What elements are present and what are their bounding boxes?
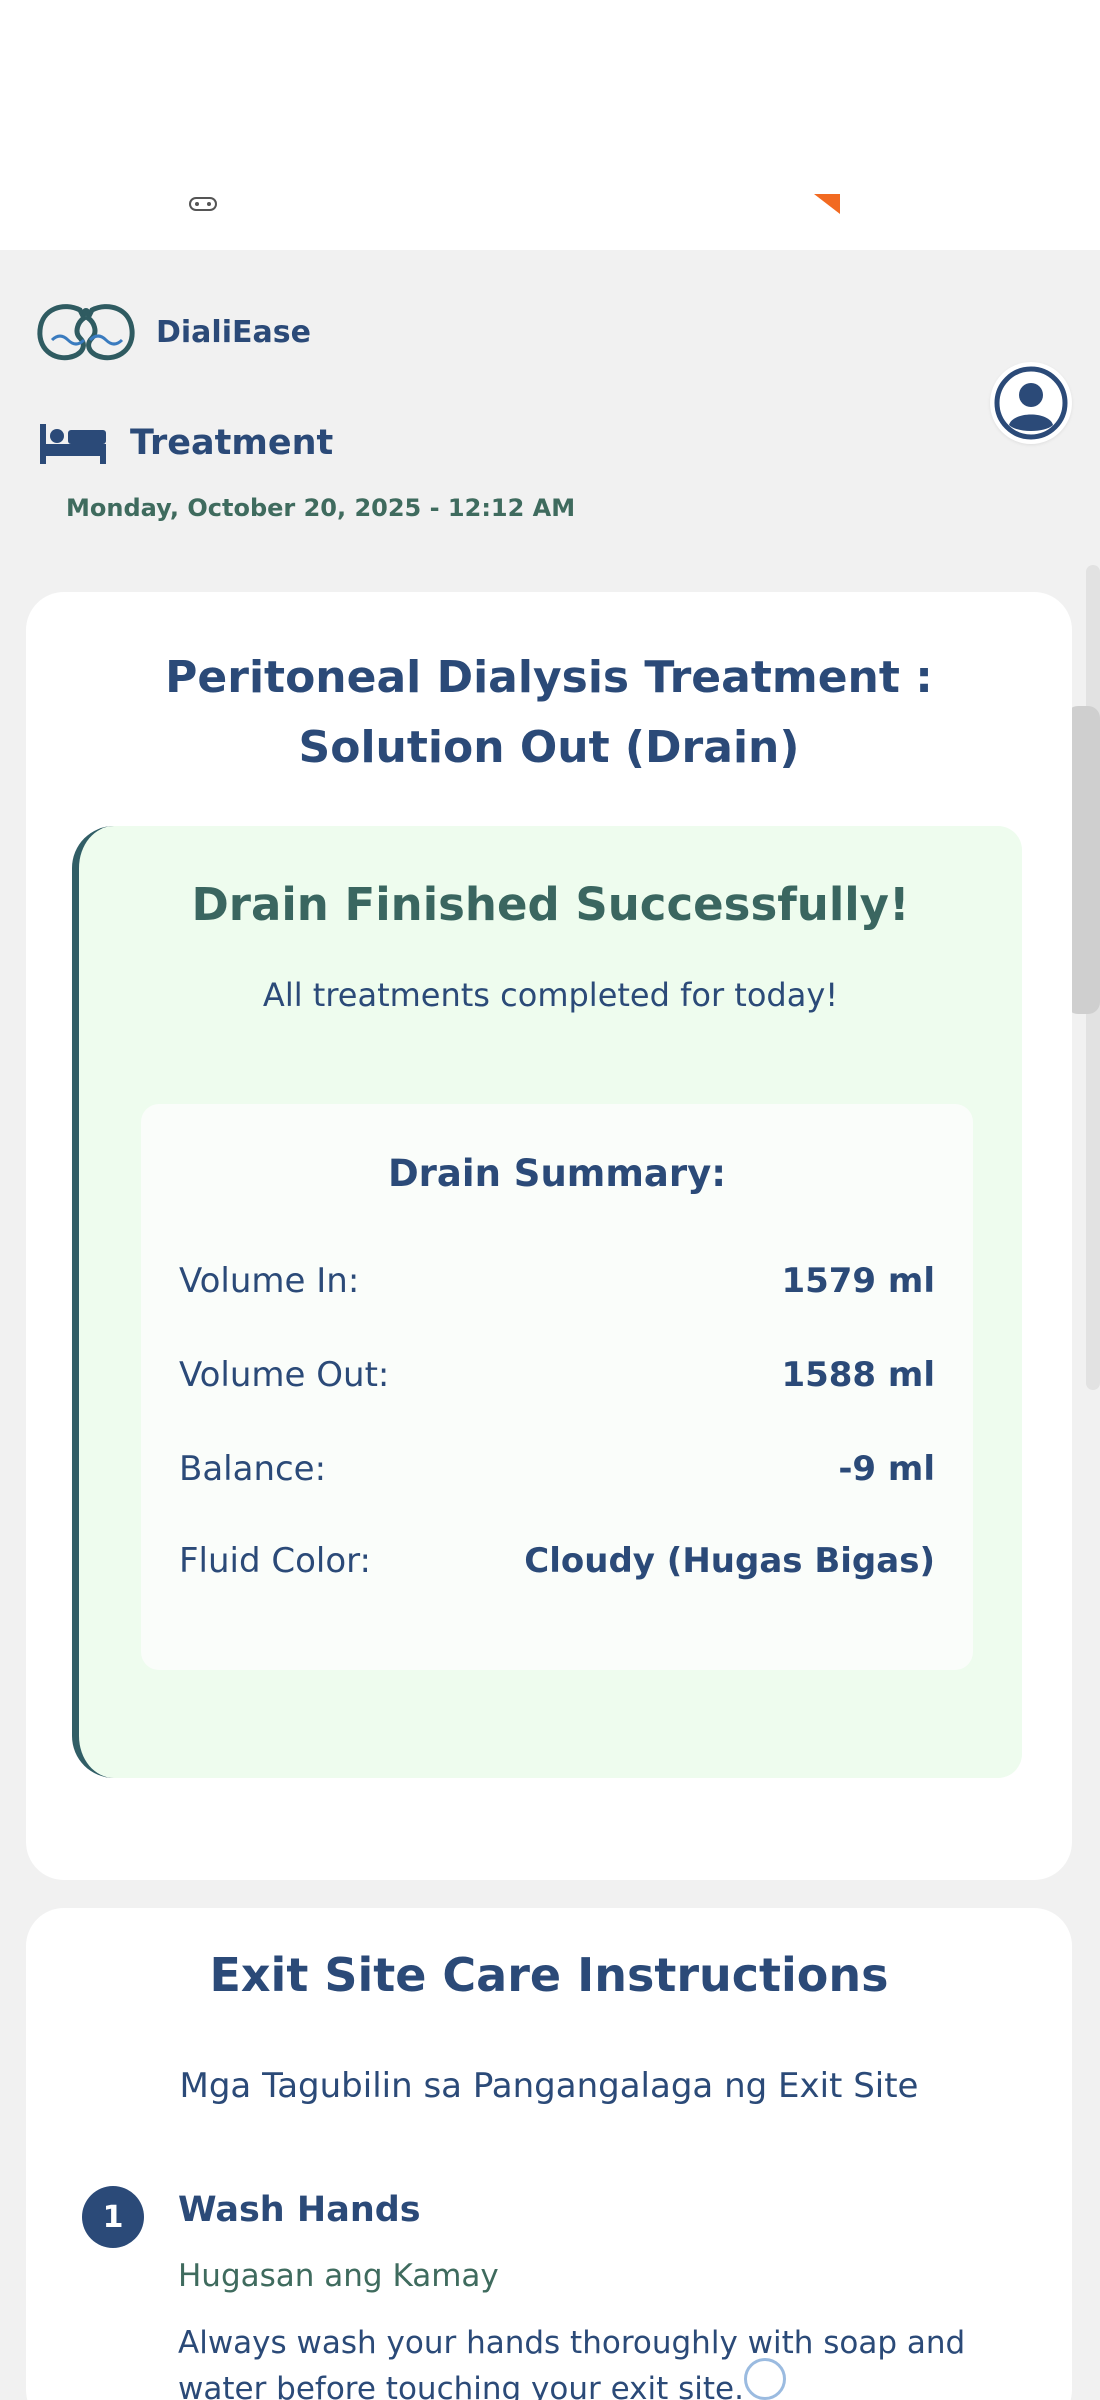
step-title: Wash Hands <box>178 2190 421 2230</box>
summary-value: 1588 ml <box>781 1355 935 1395</box>
summary-row-fluid-color: Fluid Color: Cloudy (Hugas Bigas) <box>179 1536 935 1586</box>
current-datetime: Monday, October 20, 2025 - 12:12 AM <box>66 494 576 522</box>
step-number-badge: 1 <box>82 2186 144 2248</box>
profile-button[interactable] <box>990 362 1072 444</box>
bed-icon <box>40 424 106 464</box>
page-title: Treatment <box>130 423 334 463</box>
summary-value: Cloudy (Hugas Bigas) <box>524 1541 935 1581</box>
exit-care-subtitle: Mga Tagubilin sa Pangangalaga ng Exit Si… <box>179 2066 919 2106</box>
success-subtitle: All treatments completed for today! <box>262 976 839 1014</box>
summary-label: Volume Out: <box>179 1355 390 1395</box>
page-header: Treatment <box>38 420 333 466</box>
status-bar <box>0 0 1100 250</box>
summary-row-volume-in: Volume In: 1579 ml <box>179 1256 935 1306</box>
kidney-logo-icon <box>37 304 135 361</box>
controller-icon <box>189 197 217 211</box>
summary-label: Balance: <box>179 1449 327 1489</box>
app-brand: DialiEase <box>34 300 311 364</box>
summary-label: Volume In: <box>179 1261 360 1301</box>
treatment-card: Peritoneal Dialysis Treatment : Solution… <box>26 592 1072 1880</box>
summary-row-volume-out: Volume Out: 1588 ml <box>179 1350 935 1400</box>
summary-value: 1579 ml <box>781 1261 935 1301</box>
drain-summary: Drain Summary: Volume In: 1579 ml Volume… <box>141 1104 973 1670</box>
step-description: Always wash your hands thoroughly with s… <box>178 2325 966 2400</box>
summary-label: Fluid Color: <box>179 1541 372 1581</box>
touch-indicator <box>744 2358 786 2400</box>
app-name: DialiEase <box>156 314 311 350</box>
success-panel: Drain Finished Successfully! All treatme… <box>72 826 1022 1778</box>
summary-row-balance: Balance: -9 ml <box>179 1444 935 1494</box>
signal-icon <box>814 194 840 214</box>
step-subtitle: Hugasan ang Kamay <box>178 2258 499 2294</box>
treatment-title-line2: Solution Out (Drain) <box>298 722 800 773</box>
exit-care-title: Exit Site Care Instructions <box>209 1948 889 2002</box>
user-avatar-icon <box>994 366 1068 440</box>
summary-title: Drain Summary: <box>387 1152 727 1195</box>
treatment-title-line1: Peritoneal Dialysis Treatment : <box>165 652 933 703</box>
summary-value: -9 ml <box>838 1449 935 1489</box>
exit-care-card: Exit Site Care Instructions Mga Tagubili… <box>26 1908 1072 2400</box>
success-title: Drain Finished Successfully! <box>191 878 910 931</box>
